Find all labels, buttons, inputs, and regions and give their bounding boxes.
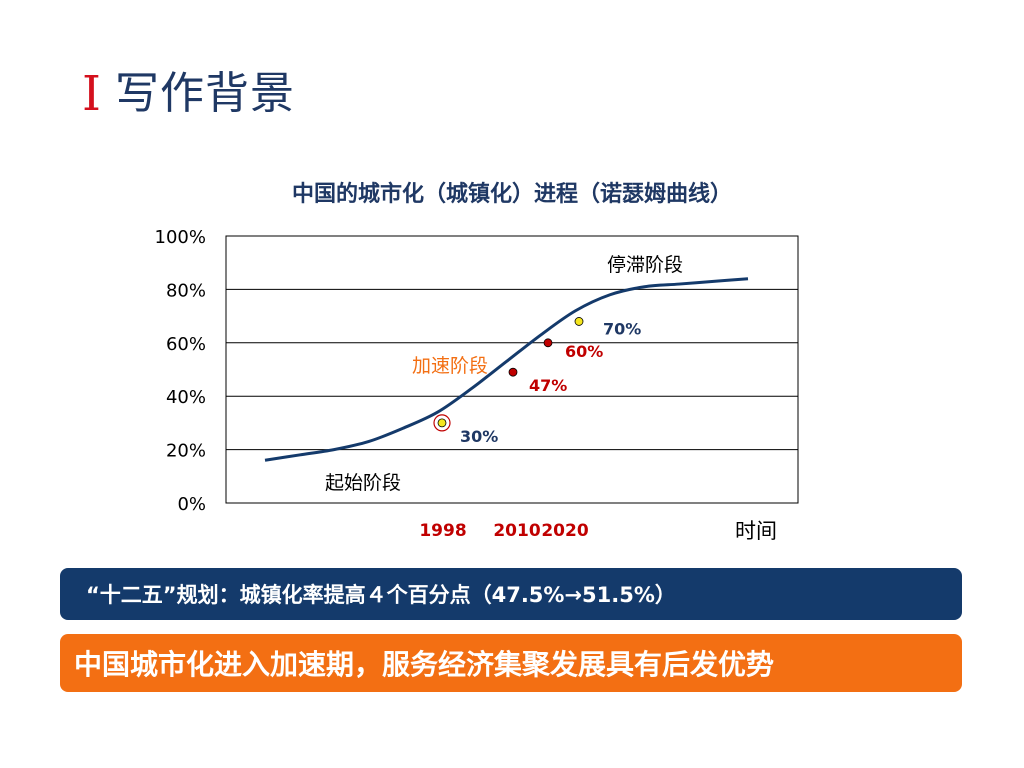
data-point — [508, 367, 518, 377]
highlight-ring — [433, 414, 451, 432]
slide-heading: I 写作背景 — [82, 70, 295, 118]
y-tick-label: 20% — [166, 441, 206, 462]
data-point — [543, 338, 553, 348]
data-label: 70% — [603, 319, 641, 338]
x-axis-ticks: 1998 2010 2020 — [419, 521, 588, 541]
stage-label: 起始阶段 — [325, 472, 401, 494]
urbanization-curve — [264, 277, 749, 462]
data-points: 30% 47% 60%70% — [433, 317, 641, 446]
plot-frame — [225, 235, 799, 504]
x-axis-label: 时间 — [735, 519, 777, 543]
section-numeral: I — [82, 66, 101, 122]
stage-labels: 起始阶段 加速阶段 停滞阶段 — [325, 254, 683, 494]
y-tick-label: 80% — [166, 280, 206, 301]
stage-label: 加速阶段 — [412, 355, 488, 377]
chart-title: 中国的城市化（城镇化）进程（诺瑟姆曲线） — [291, 182, 732, 207]
x-tick-label: 2010 — [493, 521, 540, 541]
data-label: 47% — [529, 376, 567, 395]
data-label: 60% — [565, 342, 603, 361]
y-tick-label: 60% — [166, 334, 206, 355]
y-tick-label: 0% — [177, 494, 206, 515]
data-label: 30% — [460, 427, 498, 446]
stage-label: 停滞阶段 — [607, 254, 683, 276]
x-tick-label: 1998 — [419, 521, 466, 541]
chart: 0%20%40%60%80%100% 30%47%60%70% 1998 2010… — [155, 227, 799, 543]
conclusion-banner: 中国城市化进入加速期，服务经济集聚发展具有后发优势 — [60, 634, 962, 692]
section-title: 写作背景 — [114, 68, 295, 119]
x-tick-label: 2020 — [541, 521, 588, 541]
plan-banner: “十二五”规划：城镇化率提高４个百分点（47.5%→51.5%） — [60, 568, 962, 620]
data-point — [437, 418, 447, 428]
chart-grid — [226, 288, 798, 451]
y-axis-ticks: 0% 20% 40% 60% 80% 100% — [155, 227, 206, 515]
y-tick-label: 100% — [155, 227, 206, 248]
data-point — [574, 317, 584, 326]
y-tick-label: 40% — [166, 387, 206, 408]
